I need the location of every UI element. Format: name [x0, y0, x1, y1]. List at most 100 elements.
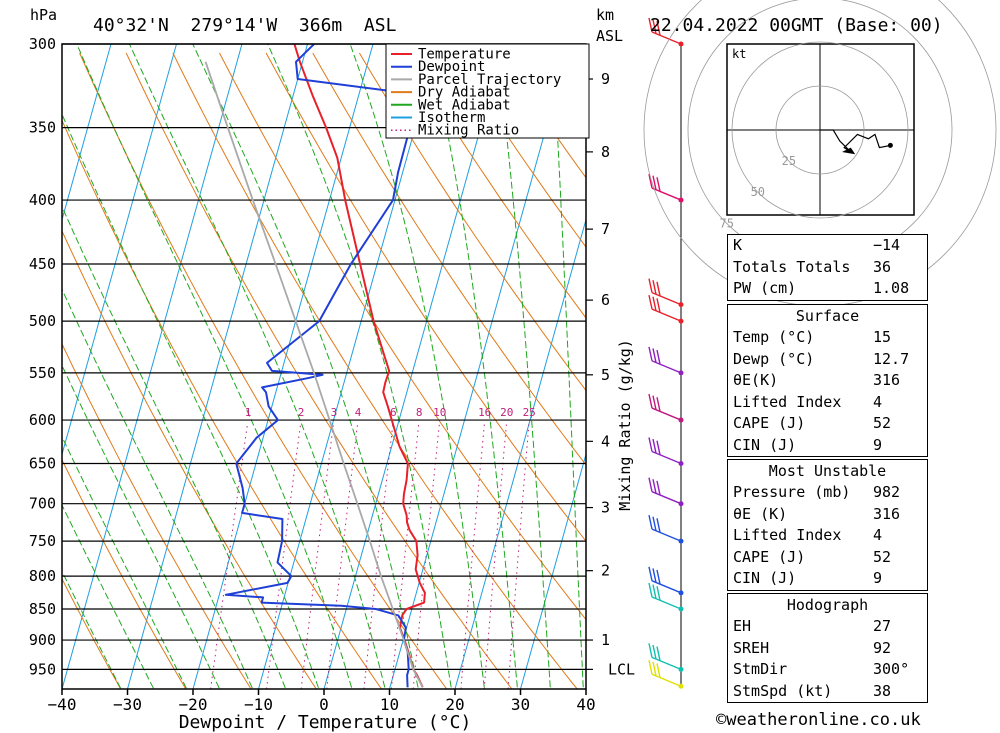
- index-value: 9: [873, 435, 883, 454]
- wind-barb-staff: [651, 308, 682, 322]
- location-title: 40°32'N 279°14'W 366m ASL: [93, 15, 397, 36]
- wind-barb-feather: [656, 586, 661, 601]
- index-value: 982: [873, 483, 901, 501]
- index-label: CIN (J): [733, 435, 797, 454]
- mixing-ratio-label: 6: [390, 406, 397, 419]
- hodograph-trace: [820, 129, 891, 153]
- isotherm-line: [62, 44, 112, 222]
- height-tick-labels: 9 8 7 6 5 4 3 2 1 LCL: [586, 70, 635, 678]
- wind-barb-dot: [678, 370, 684, 376]
- mixing-ratio-line: [210, 424, 248, 689]
- dry-adiabat-line: [358, 52, 586, 392]
- mixing-ratio-labels: 1 2 3 4 6 8 10 16 20 25: [245, 406, 536, 419]
- mixing-ratio-label: 1: [245, 406, 252, 419]
- pressure-tick-label: 550: [29, 364, 56, 382]
- dry-adiabat-line: [62, 119, 382, 689]
- pressure-tick-label: 450: [29, 255, 56, 273]
- pressure-tick-label: 800: [29, 567, 56, 585]
- profile-series: [204, 44, 428, 688]
- wind-barb-feather: [652, 661, 657, 676]
- wet-adiabat-line: [428, 44, 519, 689]
- temperature-tick-label: 0: [319, 695, 329, 714]
- credit-text: ©weatheronline.co.uk: [716, 710, 921, 730]
- pressure-tick-label: 650: [29, 454, 56, 472]
- legend-label: Dewpoint: [418, 59, 485, 75]
- index-row: Temp (°C) 15: [728, 327, 927, 349]
- wind-barb-feather: [648, 278, 653, 293]
- mixing-ratio-label: 2: [298, 406, 305, 419]
- temperature-tick-label: 20: [445, 695, 464, 714]
- wind-barb-dot: [678, 417, 684, 423]
- index-row: Lifted Index 4: [728, 392, 927, 414]
- mixing-ratio-axis-label: Mixing Ratio (g/kg): [616, 339, 634, 511]
- wind-barb-feather: [648, 437, 653, 452]
- height-tick-label: LCL: [608, 660, 635, 678]
- legend-label: Temperature: [418, 47, 511, 63]
- index-value: −14: [873, 236, 901, 254]
- surface-heading: Surface: [795, 307, 860, 325]
- mixing-ratio-line: [390, 424, 420, 689]
- temperature-tick-label: −40: [48, 695, 77, 714]
- index-row: CAPE (J) 52: [728, 547, 927, 569]
- index-label: CAPE (J): [733, 414, 806, 432]
- wind-barb-feather: [652, 280, 657, 295]
- dewpoint-line: [224, 44, 428, 688]
- wet-adiabat-line: [552, 44, 584, 689]
- index-value: 92: [873, 638, 892, 657]
- isotherm-line: [258, 44, 439, 689]
- hodograph-ring: [731, 41, 909, 219]
- dry-adiabat-line: [265, 52, 586, 543]
- isotherm-line: [454, 217, 586, 689]
- wind-barb-feather: [652, 644, 657, 660]
- legend-label: Parcel Trajectory: [418, 72, 561, 88]
- wind-barb-staff: [651, 31, 682, 45]
- temperature-tick-label: 30: [511, 695, 530, 714]
- mixing-ratio-line: [507, 424, 530, 689]
- wind-barb-staff: [651, 596, 682, 610]
- wind-barb-feather: [656, 663, 661, 678]
- index-row: StmSpd (kt) 38: [728, 681, 927, 703]
- mixing-ratio-label: 8: [416, 406, 423, 419]
- wind-barb-feather: [656, 298, 661, 313]
- wind-barb-dot: [678, 302, 684, 308]
- wind-barb-feather: [652, 296, 657, 311]
- wind-barb-staff: [651, 673, 682, 687]
- index-row: CIN (J) 9: [728, 568, 927, 590]
- wind-barb-feather: [656, 569, 661, 585]
- wind-barb-dot: [678, 606, 684, 612]
- mixing-ratio-line: [483, 424, 507, 689]
- wind-barb-staff: [651, 360, 682, 374]
- wind-barb-staff: [651, 187, 682, 201]
- hodograph: kt 25 50 75: [643, 0, 997, 307]
- mixing-ratio-line: [460, 424, 485, 689]
- wind-barb-feather: [656, 177, 661, 192]
- dry-adiabat-line: [125, 52, 513, 689]
- index-row: θE(K) 316: [728, 370, 927, 392]
- hodograph-ring-label: 50: [751, 185, 765, 199]
- wind-barb-feather: [652, 516, 657, 531]
- wet-adiabat-line: [76, 44, 353, 689]
- temperature-tick-label: −20: [179, 695, 208, 714]
- index-value: 38: [873, 681, 892, 700]
- pressure-tick-labels: 300 350 400 450 500 550 600 650 700 750 800 850 900 9…: [29, 35, 56, 678]
- wind-barb-dot: [678, 590, 684, 596]
- index-value: 12.7: [873, 349, 910, 368]
- wind-barb-dot: [678, 501, 684, 507]
- wind-barb-staff: [651, 528, 682, 542]
- wind-barb-staff: [651, 580, 682, 594]
- index-row: Pressure (mb) 982: [728, 482, 927, 504]
- index-label: StmDir: [733, 660, 788, 678]
- index-value: 27: [873, 617, 892, 635]
- pressure-tick-label: 300: [29, 35, 56, 53]
- dry-adiabat-line: [919, 53, 1000, 689]
- dry-adiabat-line: [219, 52, 586, 621]
- most-unstable-heading: Most Unstable: [768, 462, 887, 480]
- index-label: K: [733, 236, 743, 254]
- index-label: PW (cm): [733, 279, 797, 297]
- temperature-tick-label: 10: [380, 695, 399, 714]
- wind-barb-feather: [656, 518, 661, 533]
- index-label: Dewp (°C): [733, 349, 815, 368]
- index-label: StmSpd (kt): [733, 681, 833, 700]
- wind-barb-feather: [652, 479, 657, 494]
- wind-barb-feather: [656, 440, 661, 455]
